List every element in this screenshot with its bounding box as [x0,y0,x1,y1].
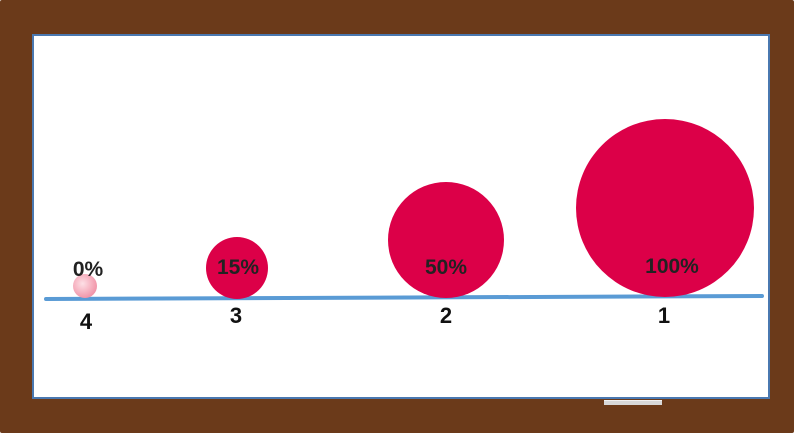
rank-label-2: 2 [439,303,453,328]
percent-label-4: 0% [72,258,104,281]
percent-label-3: 15% [216,256,260,279]
percent-label-2: 50% [424,256,468,279]
marker-tray [604,400,662,405]
percent-label-1: 100% [645,255,699,278]
ball-3 [206,237,268,299]
rank-label-3: 3 [229,303,243,328]
rank-label-4: 4 [79,309,93,334]
ball-1 [576,119,754,297]
rank-label-1: 1 [657,303,671,328]
ball-2 [388,182,504,298]
baseline [44,294,764,301]
ball-4 [73,274,97,298]
